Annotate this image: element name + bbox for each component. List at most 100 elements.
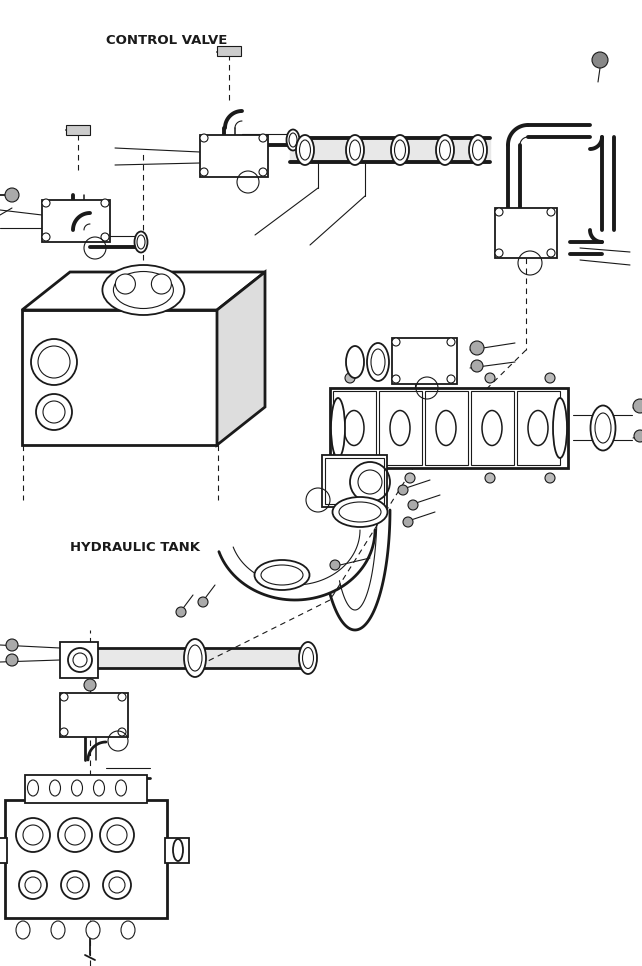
Ellipse shape	[553, 398, 567, 458]
Ellipse shape	[528, 411, 548, 445]
Ellipse shape	[473, 140, 483, 160]
Ellipse shape	[331, 398, 345, 458]
Ellipse shape	[436, 411, 456, 445]
Bar	[25, 775, 147, 803]
Ellipse shape	[436, 135, 454, 165]
Bar	[425, 391, 468, 465]
Bar	[60, 693, 128, 737]
Circle shape	[633, 399, 642, 413]
Ellipse shape	[94, 780, 105, 796]
Ellipse shape	[86, 921, 100, 939]
Ellipse shape	[28, 780, 39, 796]
Ellipse shape	[300, 140, 311, 160]
Circle shape	[447, 375, 455, 383]
Ellipse shape	[469, 135, 487, 165]
Circle shape	[118, 728, 126, 736]
Circle shape	[545, 473, 555, 483]
Circle shape	[345, 373, 355, 383]
Circle shape	[471, 360, 483, 372]
Circle shape	[60, 693, 68, 701]
Bar	[379, 391, 422, 465]
Circle shape	[42, 199, 50, 207]
Ellipse shape	[296, 135, 314, 165]
Text: CONTROL VALVE: CONTROL VALVE	[106, 34, 228, 47]
Bar	[322, 455, 387, 507]
Bar	[495, 208, 557, 258]
Ellipse shape	[114, 271, 173, 308]
Circle shape	[101, 199, 109, 207]
Circle shape	[84, 679, 96, 691]
Circle shape	[116, 274, 135, 294]
Ellipse shape	[367, 343, 389, 381]
Ellipse shape	[333, 497, 388, 527]
Circle shape	[259, 168, 267, 176]
Circle shape	[6, 654, 18, 666]
Bar	[42, 200, 110, 242]
Circle shape	[19, 871, 47, 899]
Circle shape	[198, 597, 208, 607]
Ellipse shape	[49, 780, 60, 796]
Circle shape	[398, 485, 408, 495]
Polygon shape	[22, 272, 265, 310]
Ellipse shape	[346, 135, 364, 165]
Circle shape	[109, 877, 125, 893]
Ellipse shape	[173, 839, 183, 861]
Circle shape	[485, 373, 495, 383]
Circle shape	[16, 818, 50, 852]
Ellipse shape	[103, 265, 184, 315]
Ellipse shape	[390, 411, 410, 445]
Circle shape	[547, 249, 555, 257]
Circle shape	[6, 639, 18, 651]
Circle shape	[392, 338, 400, 346]
Circle shape	[118, 693, 126, 701]
Ellipse shape	[51, 921, 65, 939]
Ellipse shape	[286, 129, 300, 151]
Polygon shape	[217, 272, 265, 445]
Circle shape	[470, 341, 484, 355]
Bar	[165, 838, 189, 863]
Circle shape	[60, 728, 68, 736]
Ellipse shape	[121, 921, 135, 939]
Circle shape	[495, 249, 503, 257]
Circle shape	[42, 233, 50, 241]
Ellipse shape	[344, 411, 364, 445]
Circle shape	[200, 134, 208, 142]
Polygon shape	[22, 310, 217, 445]
Circle shape	[61, 871, 89, 899]
Ellipse shape	[591, 406, 616, 450]
Circle shape	[176, 607, 186, 617]
Ellipse shape	[391, 135, 409, 165]
Bar	[392, 338, 457, 384]
Ellipse shape	[137, 235, 145, 249]
Bar	[5, 800, 167, 918]
Bar	[471, 391, 514, 465]
Ellipse shape	[261, 565, 303, 585]
Ellipse shape	[116, 780, 126, 796]
Circle shape	[31, 339, 77, 385]
Circle shape	[107, 825, 127, 845]
Circle shape	[103, 871, 131, 899]
Circle shape	[408, 500, 418, 510]
Bar	[66, 125, 90, 135]
Ellipse shape	[595, 413, 611, 443]
Ellipse shape	[346, 346, 364, 378]
Circle shape	[485, 473, 495, 483]
Circle shape	[592, 52, 608, 68]
Ellipse shape	[184, 639, 206, 677]
Ellipse shape	[302, 647, 313, 668]
Circle shape	[36, 394, 72, 430]
Text: HYDRAULIC TANK: HYDRAULIC TANK	[70, 541, 200, 554]
Circle shape	[58, 818, 92, 852]
Circle shape	[5, 188, 19, 202]
Circle shape	[67, 877, 83, 893]
Circle shape	[100, 818, 134, 852]
Circle shape	[43, 401, 65, 423]
Bar	[325, 458, 384, 504]
Bar	[200, 135, 268, 177]
Ellipse shape	[135, 232, 148, 252]
Circle shape	[547, 208, 555, 216]
Circle shape	[634, 430, 642, 442]
Bar	[330, 388, 568, 468]
Ellipse shape	[289, 133, 297, 147]
Ellipse shape	[394, 140, 406, 160]
